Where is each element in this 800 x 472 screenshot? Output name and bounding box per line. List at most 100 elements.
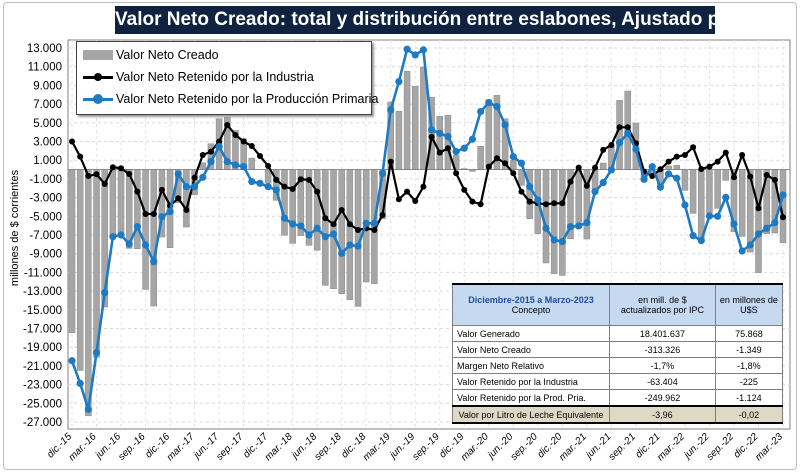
- table-row: Margen Neto Relativo -1,7% -1,8%: [452, 357, 784, 374]
- bar: [281, 169, 288, 236]
- bar: [738, 169, 746, 237]
- x-tick-label: mar.-20: [459, 431, 491, 463]
- bar: [510, 160, 517, 170]
- point: [739, 151, 746, 158]
- point: [689, 232, 697, 240]
- bar: [289, 169, 296, 244]
- point: [142, 210, 149, 217]
- point: [207, 148, 214, 155]
- point: [624, 124, 631, 131]
- point: [223, 158, 231, 166]
- y-tick-label: 9.000: [33, 80, 62, 92]
- point: [673, 153, 680, 160]
- point: [378, 169, 387, 177]
- x-tick-label: mar.-22: [655, 431, 687, 463]
- cell-ars: -3,96: [609, 405, 716, 424]
- point: [68, 357, 76, 365]
- point: [607, 166, 615, 174]
- point: [477, 107, 485, 116]
- point: [134, 188, 141, 195]
- bar: [150, 169, 157, 307]
- point: [436, 149, 443, 156]
- point: [297, 222, 305, 230]
- point: [502, 160, 509, 167]
- point: [403, 45, 411, 53]
- point: [583, 182, 590, 189]
- point: [665, 158, 672, 165]
- bar: [665, 165, 672, 170]
- point: [509, 153, 517, 161]
- point: [77, 153, 84, 160]
- point: [273, 176, 280, 183]
- bar: [575, 169, 582, 225]
- point: [518, 188, 525, 195]
- bar: [330, 169, 337, 290]
- point: [771, 219, 779, 227]
- point: [444, 145, 451, 152]
- point: [256, 179, 264, 187]
- point: [346, 221, 353, 228]
- point: [329, 230, 338, 238]
- bar: [706, 169, 713, 214]
- y-tick-label: 7.000: [33, 99, 62, 111]
- point: [322, 215, 329, 222]
- bar: [673, 165, 681, 170]
- point: [714, 212, 722, 220]
- point: [600, 146, 607, 153]
- point: [624, 129, 632, 137]
- line-produccion-primaria: [70, 47, 785, 411]
- x-tick-label: mar.-21: [557, 431, 589, 463]
- y-tick-label: -19.000: [23, 342, 62, 354]
- table-row: Valor Retenido por la Prod. Pria. -249.96…: [452, 389, 784, 407]
- y-axis-ticks: 13.000 11.000 9.000 7.000 5.000 3.000 1.000 -1.…: [23, 43, 62, 429]
- point: [395, 196, 402, 203]
- bar: [411, 86, 419, 170]
- point: [779, 191, 787, 199]
- point: [698, 165, 705, 172]
- point: [510, 170, 517, 177]
- point: [566, 223, 575, 231]
- y-tick-label: 1.000: [33, 155, 62, 167]
- point: [592, 164, 599, 171]
- cell-ars: -1,7%: [609, 357, 716, 374]
- line-series: [68, 45, 787, 413]
- point: [526, 183, 534, 191]
- point: [101, 180, 108, 187]
- y-tick-label: -25.000: [23, 398, 62, 410]
- bar: [755, 169, 762, 273]
- point: [297, 176, 304, 183]
- point: [591, 188, 599, 196]
- point: [232, 131, 239, 138]
- table-row: Valor Neto Creado -313.326 -1.349: [452, 341, 784, 358]
- point: [76, 379, 84, 387]
- legend: Valor Neto Creado Valor Neto Retenido po…: [76, 41, 378, 115]
- bar: [681, 169, 689, 191]
- point: [412, 197, 419, 204]
- point: [256, 152, 263, 159]
- point: [673, 174, 681, 182]
- point: [771, 176, 778, 183]
- point: [248, 178, 256, 186]
- cell-ars: -249.962: [609, 389, 716, 407]
- point: [567, 178, 574, 185]
- point: [85, 173, 92, 180]
- point: [289, 220, 297, 228]
- table-row-highlight: Valor por Litro de Leche Equivalente -3,9…: [452, 405, 784, 424]
- line-industria: [71, 123, 785, 232]
- x-tick-label: sep.-16: [116, 431, 148, 463]
- point: [559, 200, 566, 207]
- point: [616, 124, 623, 131]
- bar: [616, 100, 623, 170]
- point: [280, 214, 289, 222]
- x-tick-label: mar.-16: [67, 431, 99, 463]
- point: [240, 163, 248, 171]
- point: [681, 151, 688, 158]
- point: [754, 230, 763, 238]
- point: [469, 198, 476, 205]
- point: [517, 159, 526, 167]
- x-tick-label: sep.-21: [607, 431, 638, 462]
- x-axis-ticks: dic.-15mar.-16jun.-16sep.-16dic.-16mar.-…: [45, 431, 785, 463]
- point: [272, 186, 280, 194]
- point: [657, 166, 664, 173]
- bar: [714, 169, 721, 209]
